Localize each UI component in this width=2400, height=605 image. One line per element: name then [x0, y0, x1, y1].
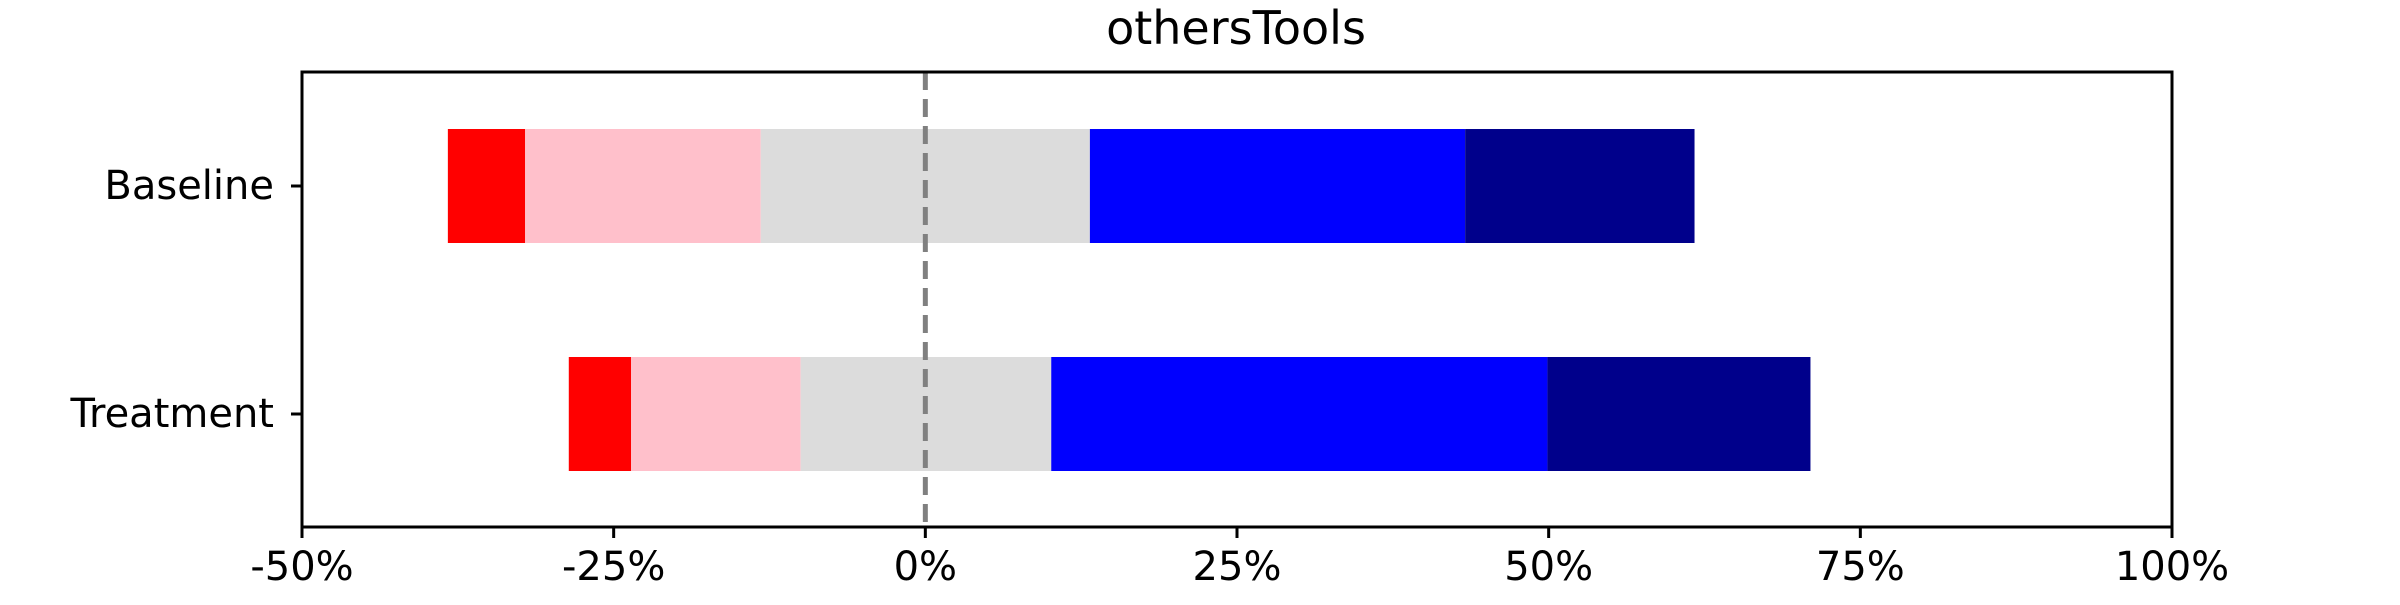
y-tick-label-treatment: Treatment	[69, 391, 274, 437]
bar-segment-treatment-4	[1051, 357, 1548, 471]
y-axis: Baseline Treatment	[69, 163, 302, 437]
bar-segment-treatment-5	[1547, 357, 1811, 471]
bars-layer	[447, 129, 1811, 471]
bar-segment-baseline-5	[1465, 129, 1695, 243]
x-tick-label-2: 0%	[894, 544, 957, 590]
bar-segment-baseline-4	[1089, 129, 1466, 243]
bar-segment-baseline-1	[447, 129, 526, 243]
x-tick-label-4: 50%	[1504, 544, 1593, 590]
bar-segment-treatment-2	[631, 357, 801, 471]
x-tick-label-0: -50%	[250, 544, 353, 590]
x-tick-label-3: 25%	[1193, 544, 1282, 590]
bar-segment-baseline-2	[525, 129, 761, 243]
chart-title: othersTools	[1106, 1, 1366, 55]
bar-segment-treatment-1	[568, 357, 632, 471]
y-tick-label-baseline: Baseline	[104, 163, 274, 209]
x-tick-label-5: 75%	[1816, 544, 1905, 590]
x-axis: -50% -25% 0% 25% 50% 75% 100%	[250, 527, 2229, 590]
x-tick-label-1: -25%	[562, 544, 665, 590]
x-tick-label-6: 100%	[2115, 544, 2229, 590]
